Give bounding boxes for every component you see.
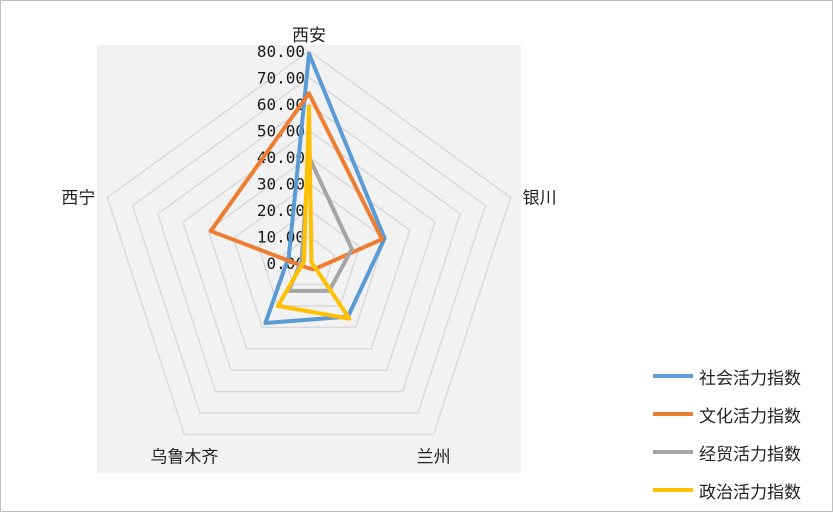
grid-ring xyxy=(106,50,512,436)
series-line xyxy=(263,51,387,326)
tick-label: 30.00 xyxy=(257,175,305,194)
tick-label: 10.00 xyxy=(257,228,305,247)
legend-swatch-trade xyxy=(653,450,693,454)
legend-label: 社会活力指数 xyxy=(699,368,801,389)
grid-ring xyxy=(182,129,436,371)
legend-label: 经贸活力指数 xyxy=(699,444,801,465)
category-label: 西宁 xyxy=(61,188,95,208)
grid-ring xyxy=(207,156,411,350)
category-label: 西安 xyxy=(292,26,326,46)
tick-label: 20.00 xyxy=(257,201,305,220)
legend: 社会活力指数 文化活力指数 经贸活力指数 政治活力指数 xyxy=(653,357,828,509)
category-label: 乌鲁木齐 xyxy=(150,448,218,468)
legend-swatch-culture xyxy=(653,412,693,416)
series-line xyxy=(208,91,385,272)
grid-ring xyxy=(131,76,487,414)
legend-item: 政治活力指数 xyxy=(653,471,828,509)
radar-grid xyxy=(106,50,512,436)
legend-item: 文化活力指数 xyxy=(653,395,828,433)
legend-item: 经贸活力指数 xyxy=(653,433,828,471)
tick-label: 80.00 xyxy=(257,42,305,61)
legend-label: 政治活力指数 xyxy=(699,482,801,503)
legend-swatch-politics xyxy=(653,488,693,492)
legend-item: 社会活力指数 xyxy=(653,357,828,395)
grid-ring xyxy=(156,103,462,393)
series-line xyxy=(275,104,352,321)
tick-label: 70.00 xyxy=(257,69,305,88)
tick-label: 60.00 xyxy=(257,95,305,114)
grid-ring xyxy=(232,182,386,329)
data-series xyxy=(208,51,387,326)
legend-swatch-social xyxy=(653,374,693,378)
category-label: 银川 xyxy=(523,188,557,208)
legend-label: 文化活力指数 xyxy=(699,406,801,427)
category-label: 兰州 xyxy=(417,448,451,468)
grid-ring xyxy=(257,209,361,307)
